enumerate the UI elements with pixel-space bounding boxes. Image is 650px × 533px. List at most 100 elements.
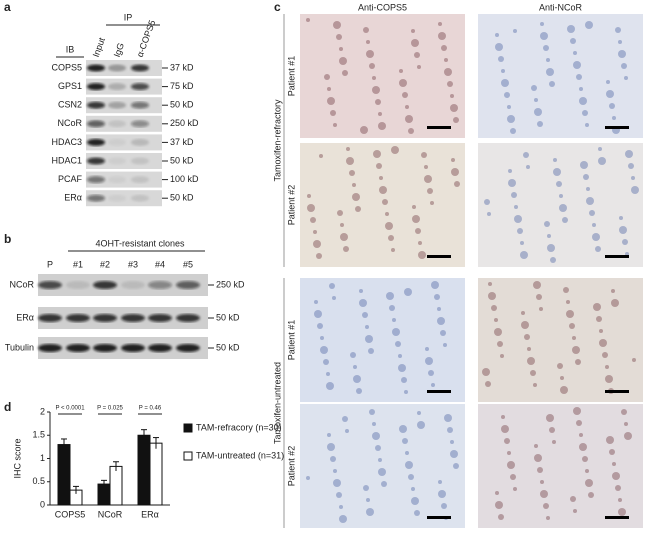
ihc-cell (540, 480, 544, 484)
ihc-cell (570, 38, 576, 44)
ihc-cell (333, 21, 341, 29)
blot-row-label: CSN2 (58, 100, 82, 110)
ihc-cell (366, 498, 370, 502)
blot-band (87, 101, 105, 109)
ihc-cell (521, 311, 525, 315)
ihc-cell (314, 300, 318, 304)
lane-label: P (47, 259, 53, 269)
ihc-cell (612, 116, 616, 120)
ihc-cell (405, 105, 409, 109)
ihc-cell (619, 226, 627, 234)
ihc-cell (570, 496, 576, 502)
blot-band (38, 314, 62, 322)
group-label: Tamoxifen-untreated (272, 362, 282, 444)
ihc-cell (605, 365, 609, 369)
column-header: Anti-NCoR (539, 2, 583, 12)
ihc-cell (602, 352, 608, 358)
blot-band (108, 176, 126, 184)
ihc-cell (424, 165, 428, 169)
ihc-cell (375, 99, 381, 105)
ihc-cell (508, 169, 512, 173)
ihc-cell (500, 354, 504, 358)
ihc-cell (326, 372, 330, 376)
ihc-cell (313, 230, 317, 234)
blot-band (131, 120, 149, 128)
ihc-cell (534, 98, 538, 102)
ihc-cell (573, 407, 581, 415)
ihc-cell (618, 498, 622, 502)
panel-label: c (274, 0, 281, 14)
ihc-cell (306, 18, 310, 22)
ihc-cell (402, 92, 408, 98)
ihc-cell (624, 422, 628, 426)
ihc-cell (598, 157, 606, 165)
lane-label: #4 (155, 259, 165, 269)
ihc-cell (628, 163, 634, 169)
ihc-cell (389, 305, 395, 311)
ihc-cell (369, 409, 375, 415)
blot-band (176, 344, 200, 352)
patient-label: Patient #1 (286, 320, 296, 361)
ihc-cell (632, 358, 636, 362)
blot-band (87, 64, 105, 72)
ihc-cell (546, 68, 554, 76)
ihc-cell (567, 25, 575, 33)
ihc-cell (553, 168, 561, 176)
ihc-cell (342, 416, 348, 422)
ihc-cell (330, 456, 336, 462)
ihc-cell (392, 318, 396, 322)
ihc-cell (572, 336, 576, 340)
ihc-cell (510, 474, 516, 480)
ihc-cell (441, 503, 447, 509)
ihc-cell (618, 508, 626, 516)
ihc-cell (372, 422, 376, 426)
ihc-cell (450, 450, 458, 458)
ihc-cell (324, 74, 330, 80)
ihc-cell (353, 375, 361, 383)
ihc-cell (386, 292, 394, 300)
ihc-cell (363, 485, 369, 491)
ihc-cell (625, 150, 633, 158)
ihc-cell (497, 341, 503, 347)
blot-band (93, 281, 117, 289)
bar (57, 444, 71, 506)
bar (137, 434, 151, 506)
ihc-cell (576, 420, 582, 426)
blot-band (131, 194, 149, 202)
ihc-cell (365, 325, 369, 329)
blot-row-label: ERα (64, 193, 82, 203)
ihc-image (300, 404, 465, 528)
ihc-cell (402, 438, 408, 444)
ihc-cell (501, 69, 505, 73)
ihc-cell (313, 240, 321, 248)
x-tick-label: ERα (141, 509, 159, 519)
blot-band (108, 101, 126, 109)
ihc-cell (360, 126, 368, 134)
ihc-cell (575, 359, 581, 365)
p-value: P < 0.0001 (55, 406, 85, 412)
ihc-cell (563, 287, 569, 293)
ihc-cell (438, 22, 442, 26)
ihc-cell (418, 241, 422, 245)
ihc-cell (524, 334, 530, 340)
ihc-cell (310, 217, 316, 223)
ihc-cell (366, 50, 374, 58)
ihc-cell (430, 201, 434, 205)
ihc-cell (523, 152, 529, 158)
ihc-cell (576, 74, 582, 80)
ihc-cell (355, 206, 361, 212)
ihc-cell (580, 161, 588, 169)
blot-band (87, 157, 105, 165)
ihc-cell (333, 479, 341, 487)
ihc-cell (434, 294, 440, 300)
ihc-cell (399, 425, 407, 433)
ihc-cell (385, 212, 389, 216)
patient-label: Patient #1 (286, 56, 296, 97)
ihc-cell (618, 50, 626, 58)
ihc-cell (392, 328, 400, 336)
ihc-cell (424, 175, 432, 183)
ihc-cell (391, 146, 399, 154)
blot-band (121, 281, 145, 289)
ihc-cell (527, 347, 531, 351)
